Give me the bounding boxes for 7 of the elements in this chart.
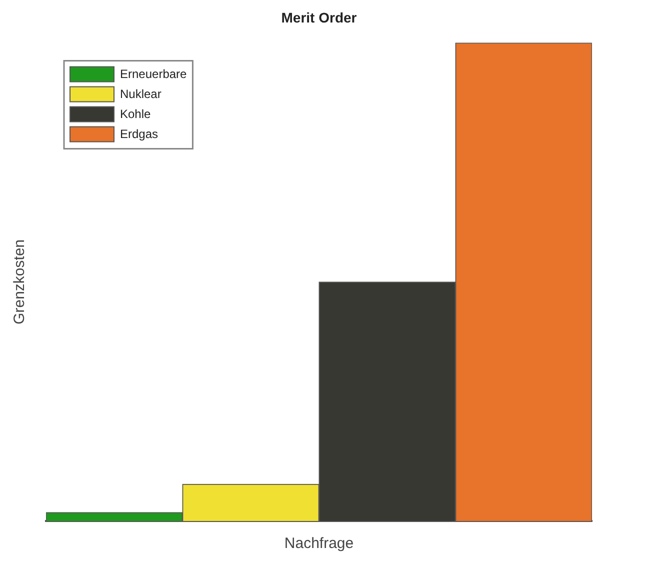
- legend-label: Erdgas: [120, 127, 158, 142]
- legend-label: Erneuerbare: [120, 67, 188, 82]
- chart-title: Merit Order: [281, 9, 358, 26]
- y-axis-title: Grenzkosten: [11, 239, 28, 324]
- legend-label: Nuklear: [120, 87, 162, 102]
- x-axis-title: Nachfrage: [284, 535, 354, 552]
- legend-label: Kohle: [120, 107, 152, 122]
